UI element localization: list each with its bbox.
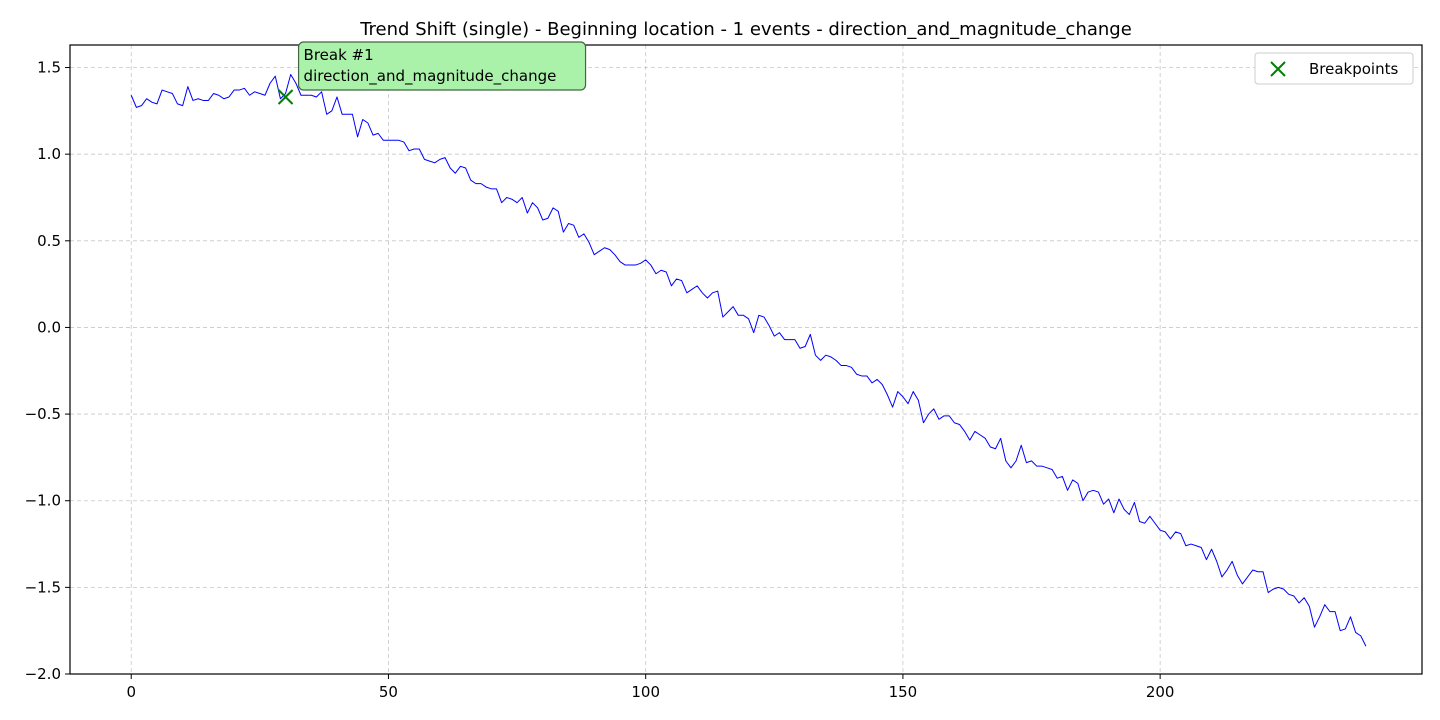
legend: Breakpoints — [1254, 52, 1414, 85]
y-tick-label: −2.0 — [25, 665, 61, 683]
x-tick-label: 0 — [126, 683, 136, 701]
y-tick-label: 0.5 — [37, 232, 61, 250]
annotation-text: Break #1 — [304, 46, 374, 64]
legend-label-breakpoints: Breakpoints — [1309, 60, 1398, 78]
annotation-text: direction_and_magnitude_change — [304, 67, 557, 86]
ticks: 0 50 100 150 200 −2.0 −1.5 −1.0 −0.5 0.0 0.5 1.0 1.5 — [25, 59, 1175, 701]
series-layer — [130, 73, 1367, 647]
annotations: Break #1 direction_and_magnitude_change — [297, 41, 587, 91]
y-tick-label: 1.5 — [37, 59, 61, 77]
x-tick-label: 150 — [889, 683, 918, 701]
breakpoint-marker — [277, 89, 294, 105]
y-tick-label: 0.0 — [37, 318, 61, 336]
chart-title: Trend Shift (single) - Beginning locatio… — [359, 19, 1132, 40]
series-line — [130, 73, 1367, 647]
x-tick-label: 200 — [1146, 683, 1175, 701]
y-tick-label: −1.5 — [25, 578, 61, 596]
legend-breakpoint-marker-icon — [1270, 61, 1286, 77]
y-tick-label: 1.0 — [37, 145, 61, 163]
legend-frame — [1254, 52, 1414, 85]
x-tick-label: 100 — [631, 683, 660, 701]
plot-frame — [69, 44, 1423, 675]
grid — [70, 45, 1422, 675]
annotation-box — [297, 41, 587, 91]
y-tick-label: −0.5 — [25, 405, 61, 423]
x-tick-label: 50 — [379, 683, 398, 701]
y-tick-label: −1.0 — [25, 492, 61, 510]
